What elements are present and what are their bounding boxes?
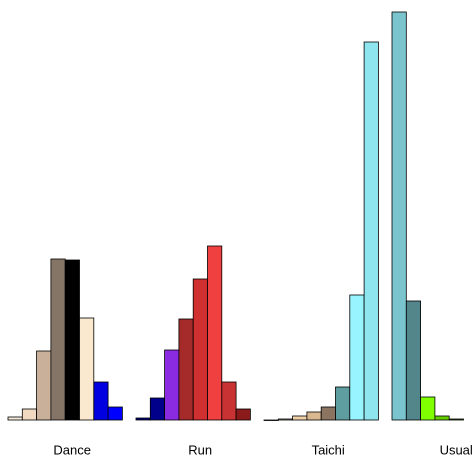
x-tick-label: Taichi	[312, 442, 345, 457]
bar	[64, 259, 80, 421]
bar	[21, 408, 37, 421]
bar	[405, 300, 421, 421]
bar	[448, 418, 464, 421]
bar	[7, 416, 23, 421]
bar	[164, 349, 180, 421]
x-tick-label: Dance	[53, 442, 91, 457]
bar	[192, 278, 208, 421]
x-tick-label: Run	[188, 442, 212, 457]
x-tick-label: Usual	[440, 442, 473, 457]
bar	[221, 381, 237, 421]
bar	[277, 418, 293, 421]
bar	[263, 419, 279, 421]
bar	[292, 415, 308, 421]
bar	[420, 396, 436, 421]
bar	[149, 397, 166, 421]
bar	[391, 11, 407, 421]
bar	[50, 258, 66, 421]
bar	[363, 41, 379, 421]
bar	[349, 294, 365, 421]
bar	[320, 406, 336, 421]
bar	[178, 318, 194, 421]
bar	[434, 415, 450, 421]
bar	[36, 350, 52, 421]
bar	[93, 381, 109, 421]
bar	[235, 408, 251, 421]
bar	[207, 245, 223, 421]
bar	[107, 406, 123, 421]
bar	[335, 386, 351, 421]
bar	[306, 411, 322, 421]
bar	[135, 417, 151, 421]
bar	[79, 317, 95, 421]
